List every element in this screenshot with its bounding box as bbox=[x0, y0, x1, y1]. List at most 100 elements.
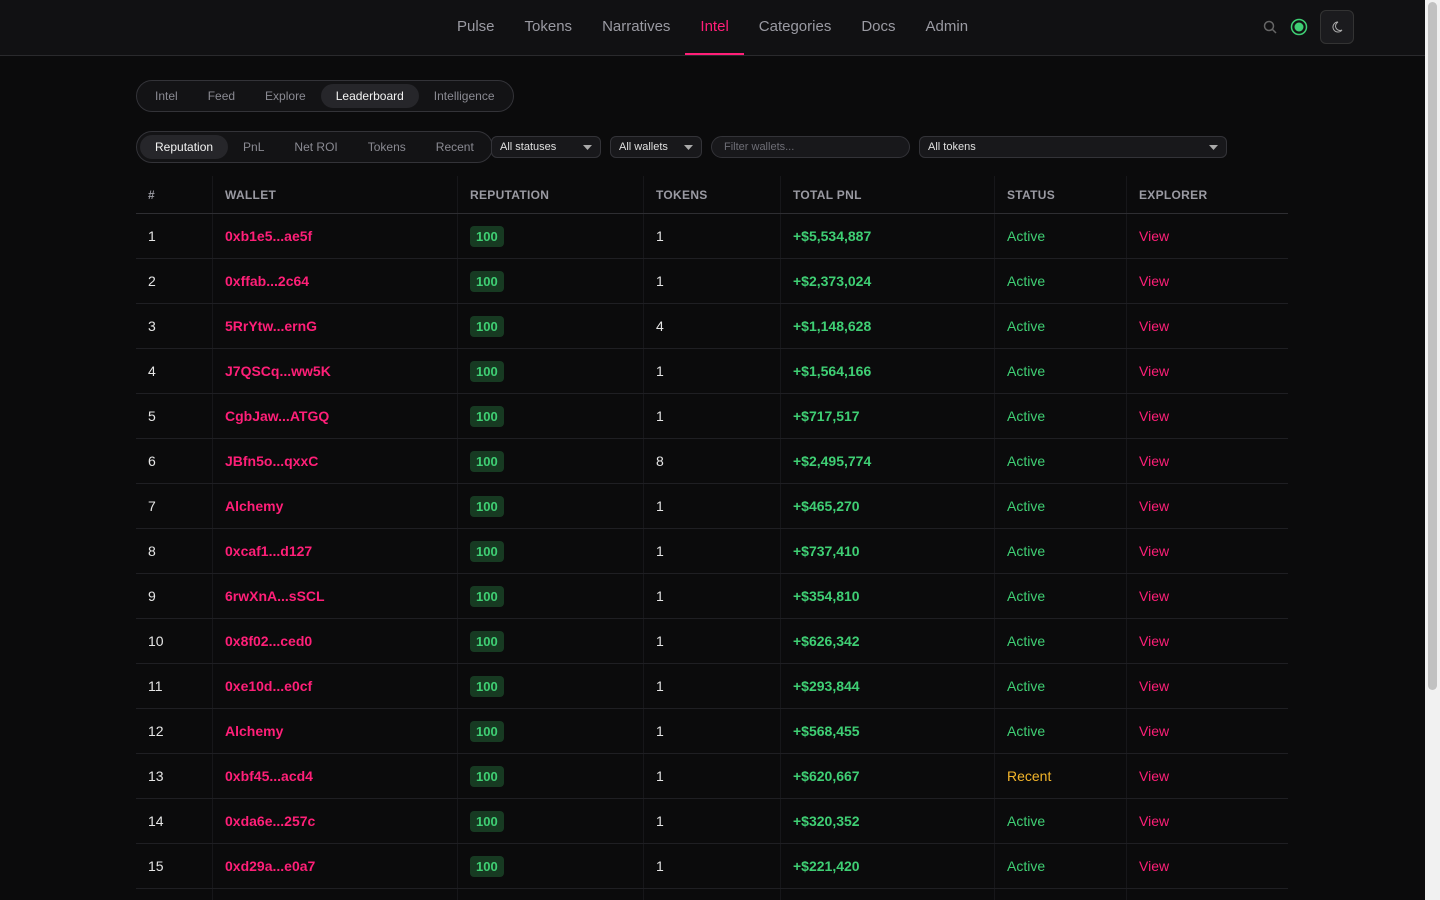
wallet-link[interactable]: 0xda6e...257c bbox=[225, 813, 316, 829]
pnl-value: +$320,352 bbox=[793, 813, 860, 829]
wallet-link[interactable]: 5RrYtw...ernG bbox=[225, 318, 318, 334]
explorer-link[interactable]: View bbox=[1139, 273, 1170, 289]
explorer-link[interactable]: View bbox=[1139, 228, 1170, 244]
table-cell: 10 bbox=[136, 619, 213, 663]
wallet-link[interactable]: 0xb1e5...ae5f bbox=[225, 228, 313, 244]
table-cell: 100 bbox=[458, 574, 644, 618]
table-cell: View bbox=[1127, 214, 1288, 258]
table-cell: View bbox=[1127, 484, 1288, 528]
explorer-link[interactable]: View bbox=[1139, 723, 1170, 739]
explorer-link[interactable]: View bbox=[1139, 498, 1170, 514]
wallet-filter-input[interactable]: Filter wallets... bbox=[711, 136, 910, 158]
sort-tab[interactable]: Net ROI bbox=[294, 140, 338, 154]
pnl-value: +$1,564,166 bbox=[793, 363, 872, 379]
reputation-badge: 100 bbox=[470, 225, 504, 247]
wallet-link[interactable]: J7QSCq...ww5K bbox=[225, 363, 331, 379]
explorer-link[interactable]: View bbox=[1139, 408, 1170, 424]
table-cell: 12 bbox=[136, 709, 213, 753]
wallet-link[interactable]: CgbJaw...ATGQ bbox=[225, 408, 330, 424]
column-header: EXPLORER bbox=[1139, 187, 1208, 202]
explorer-link[interactable]: View bbox=[1139, 453, 1170, 469]
section-tab[interactable]: Leaderboard bbox=[320, 84, 419, 108]
table-row: 15 0xd29a...e0a7 100 1 +$221,420 Active View bbox=[136, 844, 1288, 889]
sort-tab[interactable]: Tokens bbox=[367, 140, 406, 154]
search-icon[interactable] bbox=[1262, 19, 1278, 35]
table-cell: 100 bbox=[458, 259, 644, 303]
nav-link[interactable]: Tokens bbox=[524, 18, 573, 35]
column-header: # bbox=[136, 176, 213, 213]
status-label: Active bbox=[1007, 813, 1046, 829]
section-tab[interactable]: Intelligence bbox=[433, 89, 495, 103]
nav-link[interactable]: Pulse bbox=[457, 18, 495, 35]
explorer-link[interactable]: View bbox=[1139, 543, 1170, 559]
nav-link[interactable]: Docs bbox=[861, 18, 896, 35]
table-cell: View bbox=[1127, 844, 1288, 888]
rank-value: 11 bbox=[148, 678, 163, 694]
table-cell: 0xb1e5...ae5f bbox=[213, 214, 458, 258]
wallet-link[interactable]: 0xcaf1...d127 bbox=[225, 543, 313, 559]
scrollbar-thumb[interactable] bbox=[1428, 2, 1437, 690]
wallets-select[interactable]: All wallets bbox=[610, 136, 702, 158]
wallet-link[interactable]: 0xffab...2c64 bbox=[225, 273, 310, 289]
explorer-link[interactable]: View bbox=[1139, 318, 1170, 334]
explorer-link[interactable]: View bbox=[1139, 633, 1170, 649]
wallet-link[interactable]: Alchemy bbox=[225, 498, 284, 514]
table-cell: View bbox=[1127, 709, 1288, 753]
table-cell: 1 bbox=[644, 484, 781, 528]
reputation-badge: 100 bbox=[470, 810, 504, 832]
status-select[interactable]: All statuses bbox=[491, 136, 601, 158]
table-cell: 16 bbox=[136, 889, 213, 900]
nav-link[interactable]: Admin bbox=[925, 18, 969, 35]
table-row: 2 0xffab...2c64 100 1 +$2,373,024 Active View bbox=[136, 259, 1288, 304]
table-cell: +$737,410 bbox=[781, 529, 995, 573]
table-cell: 1 bbox=[644, 619, 781, 663]
explorer-link[interactable]: View bbox=[1139, 678, 1170, 694]
theme-toggle[interactable] bbox=[1320, 10, 1354, 44]
table-cell: +$419,208 bbox=[781, 889, 995, 900]
reputation-badge: 100 bbox=[470, 315, 504, 337]
tokens-value: 4 bbox=[656, 318, 664, 334]
pnl-value: +$1,148,628 bbox=[793, 318, 872, 334]
nav-link[interactable]: Narratives bbox=[602, 18, 671, 35]
table-cell: View bbox=[1127, 799, 1288, 843]
wallet-link[interactable]: 0xd29a...e0a7 bbox=[225, 858, 316, 874]
sort-tab[interactable]: Reputation bbox=[140, 135, 229, 159]
table-row: 5 CgbJaw...ATGQ 100 1 +$717,517 Active View bbox=[136, 394, 1288, 439]
table-cell: 100 bbox=[458, 709, 644, 753]
tokens-value: 1 bbox=[656, 633, 664, 649]
reputation-badge: 100 bbox=[470, 585, 504, 607]
pnl-value: +$221,420 bbox=[793, 858, 860, 874]
status-label: Active bbox=[1007, 858, 1046, 874]
nav-link[interactable]: Categories bbox=[758, 18, 832, 35]
nav-link[interactable]: Intel bbox=[685, 0, 745, 55]
table-cell: +$1,564,166 bbox=[781, 349, 995, 393]
wallet-link[interactable]: 0xbf45...acd4 bbox=[225, 768, 313, 784]
sort-tab[interactable]: Recent bbox=[435, 140, 474, 154]
section-tab[interactable]: Explore bbox=[265, 89, 306, 103]
table-header: # WALLET REPUTATION TOKENS TOTAL PNL STATUS EX… bbox=[136, 176, 1288, 214]
sort-tab[interactable]: PnL bbox=[243, 140, 265, 154]
explorer-link[interactable]: View bbox=[1139, 858, 1170, 874]
wallet-link[interactable]: Alchemy bbox=[225, 723, 284, 739]
status-indicator[interactable] bbox=[1290, 18, 1308, 36]
explorer-link[interactable]: View bbox=[1139, 768, 1170, 784]
tokens-value: 1 bbox=[656, 273, 664, 289]
rank-value: 9 bbox=[148, 588, 156, 604]
wallet-link[interactable]: 0x8f02...ced0 bbox=[225, 633, 313, 649]
pnl-value: +$626,342 bbox=[793, 633, 860, 649]
wallet-link[interactable]: JBfn5o...qxxC bbox=[225, 453, 319, 469]
table-row: 8 0xcaf1...d127 100 1 +$737,410 Active View bbox=[136, 529, 1288, 574]
table-row: 13 0xbf45...acd4 100 1 +$620,667 Recent View bbox=[136, 754, 1288, 799]
section-tab[interactable]: Intel bbox=[155, 89, 178, 103]
table-cell: 0x570b...5e5b bbox=[213, 889, 458, 900]
wallet-link[interactable]: 6rwXnA...sSCL bbox=[225, 588, 325, 604]
wallet-link[interactable]: 0xe10d...e0cf bbox=[225, 678, 313, 694]
tokens-select[interactable]: All tokens bbox=[919, 136, 1227, 158]
explorer-link[interactable]: View bbox=[1139, 588, 1170, 604]
section-tab[interactable]: Feed bbox=[207, 89, 236, 103]
table-row: 12 Alchemy 100 1 +$568,455 Active View bbox=[136, 709, 1288, 754]
explorer-link[interactable]: View bbox=[1139, 813, 1170, 829]
pnl-value: +$620,667 bbox=[793, 768, 860, 784]
table-cell: J7QSCq...ww5K bbox=[213, 349, 458, 393]
explorer-link[interactable]: View bbox=[1139, 363, 1170, 379]
